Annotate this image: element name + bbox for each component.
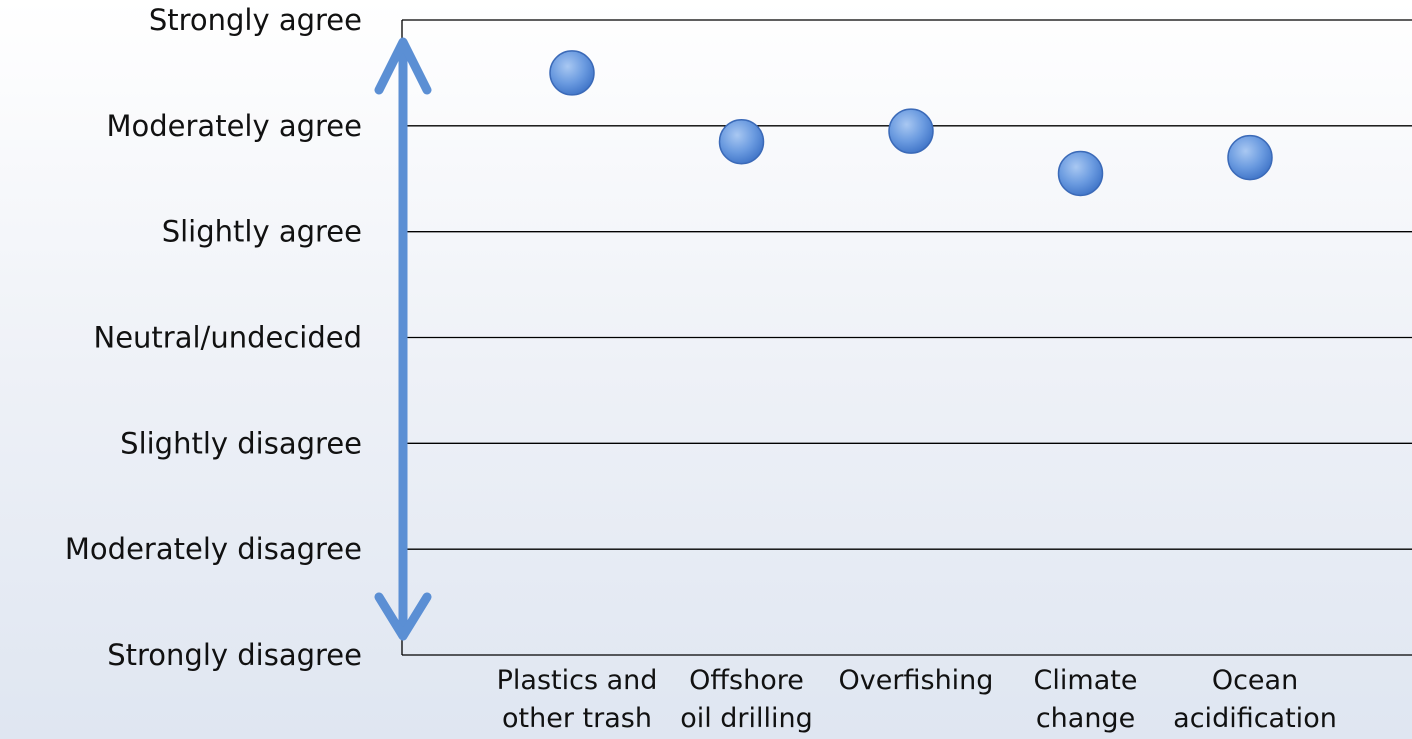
- x-tick-label: oil drilling: [680, 703, 813, 734]
- y-axis-labels: Strongly disagree Moderately disagree Slig…: [65, 3, 362, 672]
- x-tick-label: acidification: [1173, 703, 1337, 734]
- data-points: [549, 50, 1273, 197]
- data-point: [718, 118, 765, 165]
- y-tick-label: Neutral/undecided: [94, 321, 362, 355]
- y-tick-label: Moderately agree: [106, 109, 362, 143]
- x-tick-label: Climate: [1034, 665, 1138, 696]
- x-tick-label: change: [1036, 703, 1135, 734]
- y-axis-arrow: [374, 37, 432, 641]
- data-point: [549, 50, 595, 96]
- x-axis-labels: Plastics and other trash Offshore oil drill…: [497, 665, 1337, 734]
- x-tick-label: Plastics and: [497, 665, 658, 696]
- y-tick-label: Strongly disagree: [107, 638, 362, 672]
- y-tick-label: Strongly agree: [149, 3, 362, 37]
- y-tick-label: Moderately disagree: [65, 532, 362, 566]
- data-point: [1057, 150, 1104, 197]
- data-point: [1227, 134, 1273, 181]
- x-tick-label: Ocean: [1212, 665, 1298, 696]
- x-tick-label: other trash: [502, 703, 652, 734]
- data-point: [888, 108, 934, 154]
- arrow-head-down-icon: [374, 592, 432, 641]
- y-tick-label: Slightly agree: [162, 215, 362, 249]
- y-tick-label: Slightly disagree: [120, 426, 362, 460]
- arrow-head-up-icon: [374, 37, 432, 95]
- x-tick-label: Offshore: [689, 665, 804, 696]
- x-tick-label: Overfishing: [839, 665, 994, 696]
